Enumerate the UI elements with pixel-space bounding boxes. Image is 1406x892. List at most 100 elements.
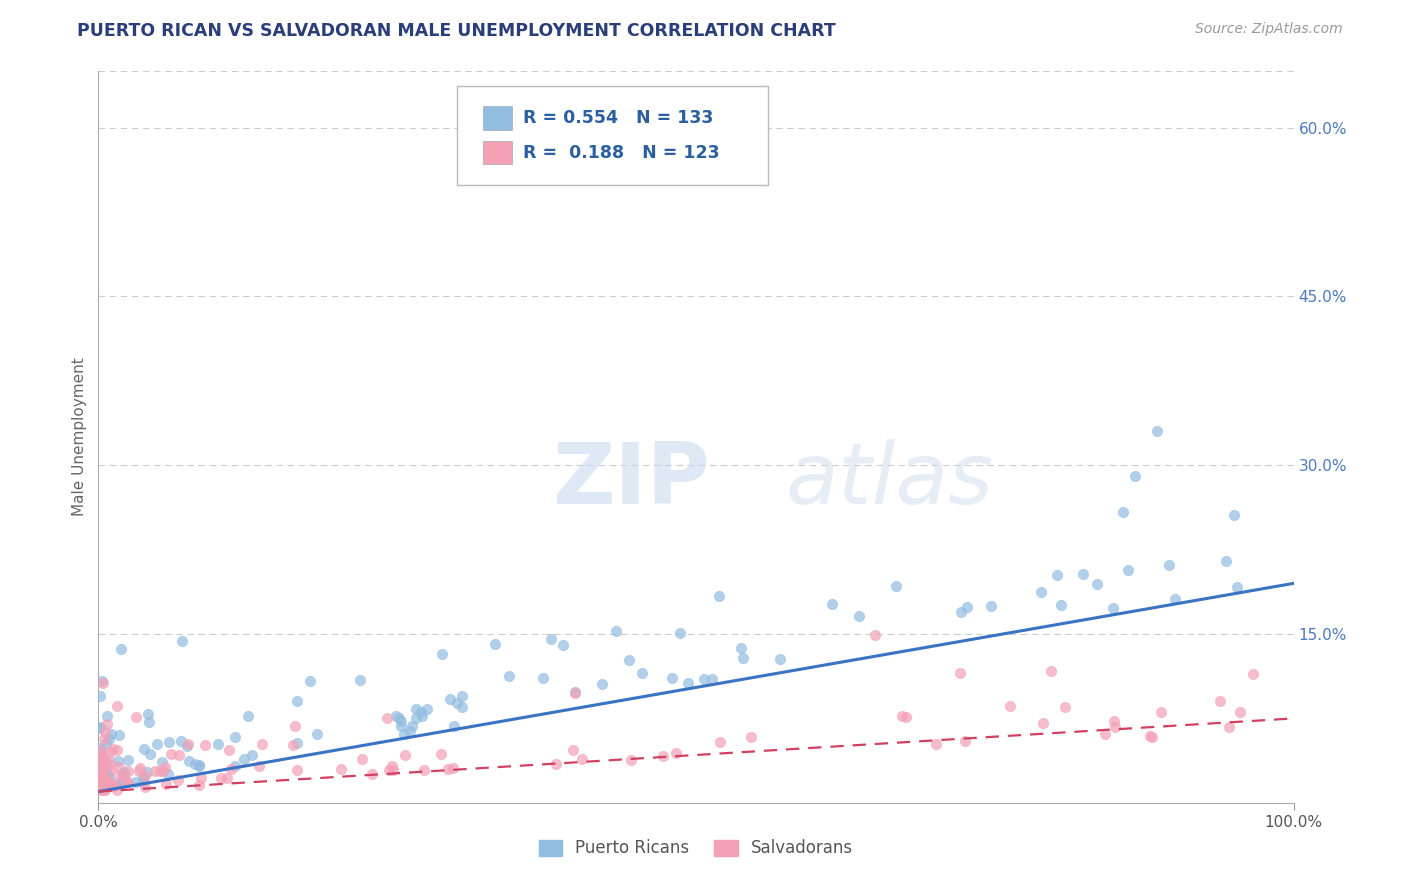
Point (89, 783, 111, 797)
Point (155, 760, 177, 774)
Point (90, 775, 112, 789)
Point (1071, 567, 1094, 582)
Point (676, 675, 699, 690)
FancyBboxPatch shape (484, 106, 512, 130)
Point (117, 753, 139, 767)
Point (94, 766, 117, 780)
Text: R = 0.554   N = 133: R = 0.554 N = 133 (523, 109, 713, 128)
Point (361, 767, 384, 781)
Point (114, 765, 136, 780)
Point (1112, 505, 1135, 519)
Point (385, 709, 408, 723)
Point (924, 737, 946, 751)
Point (630, 665, 652, 680)
Point (111, 775, 134, 789)
Point (664, 746, 686, 760)
Point (1104, 721, 1126, 735)
Point (740, 731, 762, 745)
Point (564, 685, 586, 699)
Point (250, 737, 273, 751)
Point (1163, 591, 1185, 606)
Point (101, 742, 124, 756)
Point (89, 720, 111, 734)
Legend: Puerto Ricans, Salvadorans: Puerto Ricans, Salvadorans (531, 832, 860, 864)
Point (980, 599, 1002, 614)
Point (437, 762, 460, 776)
Point (156, 766, 179, 780)
Point (90, 674, 112, 689)
Point (90, 777, 112, 791)
Point (150, 756, 173, 770)
Point (115, 773, 138, 788)
Point (700, 672, 723, 686)
Point (89, 721, 111, 735)
Point (389, 714, 412, 728)
Point (1046, 568, 1069, 582)
Point (89, 778, 111, 792)
Point (98, 757, 121, 772)
Point (177, 737, 200, 751)
Point (451, 689, 474, 703)
Point (136, 764, 159, 779)
Point (484, 637, 506, 651)
Point (91, 783, 114, 797)
Point (1053, 700, 1076, 714)
Point (98, 762, 121, 776)
Point (188, 758, 211, 772)
Point (89, 777, 111, 791)
Text: R =  0.188   N = 123: R = 0.188 N = 123 (523, 144, 720, 161)
Point (247, 759, 270, 773)
Point (107, 699, 129, 714)
Point (1049, 598, 1071, 612)
Point (443, 719, 465, 733)
Point (998, 698, 1021, 713)
Point (94, 773, 117, 788)
Point (1116, 563, 1139, 577)
Point (287, 694, 309, 708)
Point (298, 673, 321, 688)
Point (128, 764, 150, 778)
Point (531, 672, 554, 686)
Point (820, 597, 842, 611)
Point (96, 717, 118, 731)
Point (863, 628, 886, 642)
Point (1222, 508, 1244, 522)
Point (98, 745, 121, 759)
Point (1209, 694, 1232, 708)
Point (546, 757, 568, 772)
Point (143, 764, 166, 779)
Point (949, 665, 972, 680)
Point (1159, 558, 1181, 573)
Point (170, 633, 193, 648)
Point (96, 755, 118, 769)
Point (89, 764, 111, 778)
Point (218, 743, 240, 757)
Point (89, 769, 111, 783)
Point (730, 641, 752, 656)
Point (693, 672, 716, 686)
Point (93, 776, 115, 790)
Point (848, 609, 870, 624)
Point (107, 754, 129, 768)
Point (411, 708, 433, 723)
Point (167, 747, 190, 762)
Point (89, 768, 111, 782)
Point (89, 771, 111, 785)
Point (1146, 425, 1168, 439)
Point (89, 757, 111, 772)
Point (89, 782, 111, 797)
Point (330, 762, 353, 776)
Point (159, 747, 181, 761)
Point (89, 741, 111, 756)
Point (167, 773, 190, 788)
Point (97, 773, 120, 788)
Point (1094, 727, 1116, 741)
Point (90, 746, 112, 760)
Point (177, 754, 200, 768)
Point (443, 761, 465, 775)
Point (89, 777, 111, 791)
Point (100, 727, 122, 741)
Point (416, 701, 439, 715)
Point (285, 763, 308, 777)
Point (108, 775, 131, 789)
